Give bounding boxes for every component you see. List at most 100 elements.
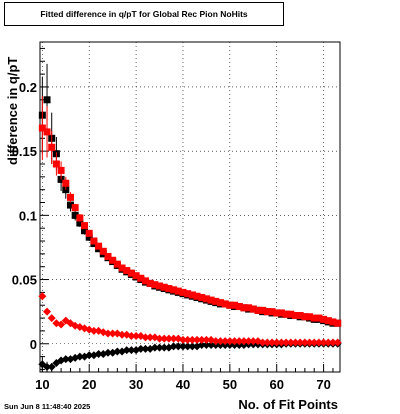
data-point (296, 338, 305, 347)
grid-lines (40, 42, 340, 372)
data-point (160, 334, 169, 343)
data-point (221, 337, 230, 346)
data-point (188, 335, 197, 344)
data-point (103, 329, 112, 338)
data-point (268, 308, 276, 316)
data-point (71, 204, 79, 212)
data-point (324, 338, 333, 347)
data-point (183, 342, 192, 351)
data-point (118, 264, 126, 272)
data-point (66, 193, 74, 201)
data-point (319, 338, 328, 347)
data-point (155, 334, 164, 343)
data-point (169, 342, 178, 351)
data-point (85, 233, 93, 241)
data-point (75, 352, 84, 361)
data-point (169, 334, 178, 343)
data-point (334, 319, 342, 327)
data-point (324, 317, 332, 325)
data-point (118, 330, 127, 339)
data-point (57, 166, 65, 174)
data-point (38, 292, 47, 301)
data-point (314, 338, 323, 347)
x-tick-label: 40 (176, 377, 190, 392)
data-point (61, 355, 70, 364)
y-tick-label: 0 (30, 337, 37, 352)
data-point (174, 342, 183, 351)
x-axis-label: No. of Fit Points (238, 397, 338, 412)
data-point (104, 252, 112, 260)
data-point (43, 96, 51, 104)
data-point (202, 295, 210, 303)
data-point (231, 301, 239, 309)
data-point (43, 128, 51, 136)
x-tick-label: 30 (129, 377, 143, 392)
data-point (277, 338, 286, 347)
data-point (202, 341, 211, 350)
data-point (95, 242, 103, 250)
data-point (207, 341, 216, 350)
data-point (221, 300, 229, 308)
data-point (81, 227, 89, 235)
data-point (48, 143, 56, 151)
data-point (150, 343, 159, 352)
data-point (263, 338, 272, 347)
data-point (249, 305, 257, 313)
data-point (43, 362, 52, 371)
series-3 (38, 292, 342, 347)
x-tick-label: 70 (316, 377, 330, 392)
data-point (202, 335, 211, 344)
data-point (43, 307, 52, 316)
data-point (85, 229, 93, 237)
data-point (103, 348, 112, 357)
data-point (193, 292, 201, 300)
data-point (137, 274, 145, 282)
data-point (179, 288, 187, 296)
title-box: Fitted difference in q/pT for Global Rec… (4, 2, 284, 26)
data-point (197, 335, 206, 344)
data-point (212, 297, 220, 305)
data-point (188, 342, 197, 351)
data-point (170, 286, 178, 294)
data-point (132, 332, 141, 341)
data-point (263, 308, 271, 316)
data-point (244, 337, 253, 346)
data-point (301, 313, 309, 321)
data-point (165, 285, 173, 293)
data-point (282, 310, 290, 318)
data-point (211, 337, 220, 346)
data-point (296, 312, 304, 320)
data-point (85, 351, 94, 360)
data-point (273, 309, 281, 317)
data-point (47, 362, 56, 371)
axis-ticks: 10 20 30 40 50 60 70 0 0.05 0.1 0.15 0.2 (12, 47, 334, 392)
data-point (291, 312, 299, 320)
data-point (178, 342, 187, 351)
data-point (287, 310, 295, 318)
data-point (333, 338, 342, 347)
data-point (123, 267, 131, 275)
data-point (90, 237, 98, 245)
data-point (89, 326, 98, 335)
data-point (329, 318, 337, 326)
data-point (183, 335, 192, 344)
data-point (184, 290, 192, 298)
data-point (71, 211, 79, 219)
data-point (113, 347, 122, 356)
data-point (174, 287, 182, 295)
plot-frame (39, 41, 341, 373)
data-point (146, 279, 154, 287)
x-tick-label: 60 (269, 377, 283, 392)
data-point (259, 306, 267, 314)
data-point (198, 294, 206, 302)
data-point (94, 350, 103, 359)
data-point (286, 338, 295, 347)
data-point (240, 304, 248, 312)
data-point (226, 301, 234, 309)
data-point (47, 314, 56, 323)
data-point (305, 338, 314, 347)
data-point (207, 296, 215, 304)
data-point (160, 283, 168, 291)
data-point (258, 338, 267, 347)
